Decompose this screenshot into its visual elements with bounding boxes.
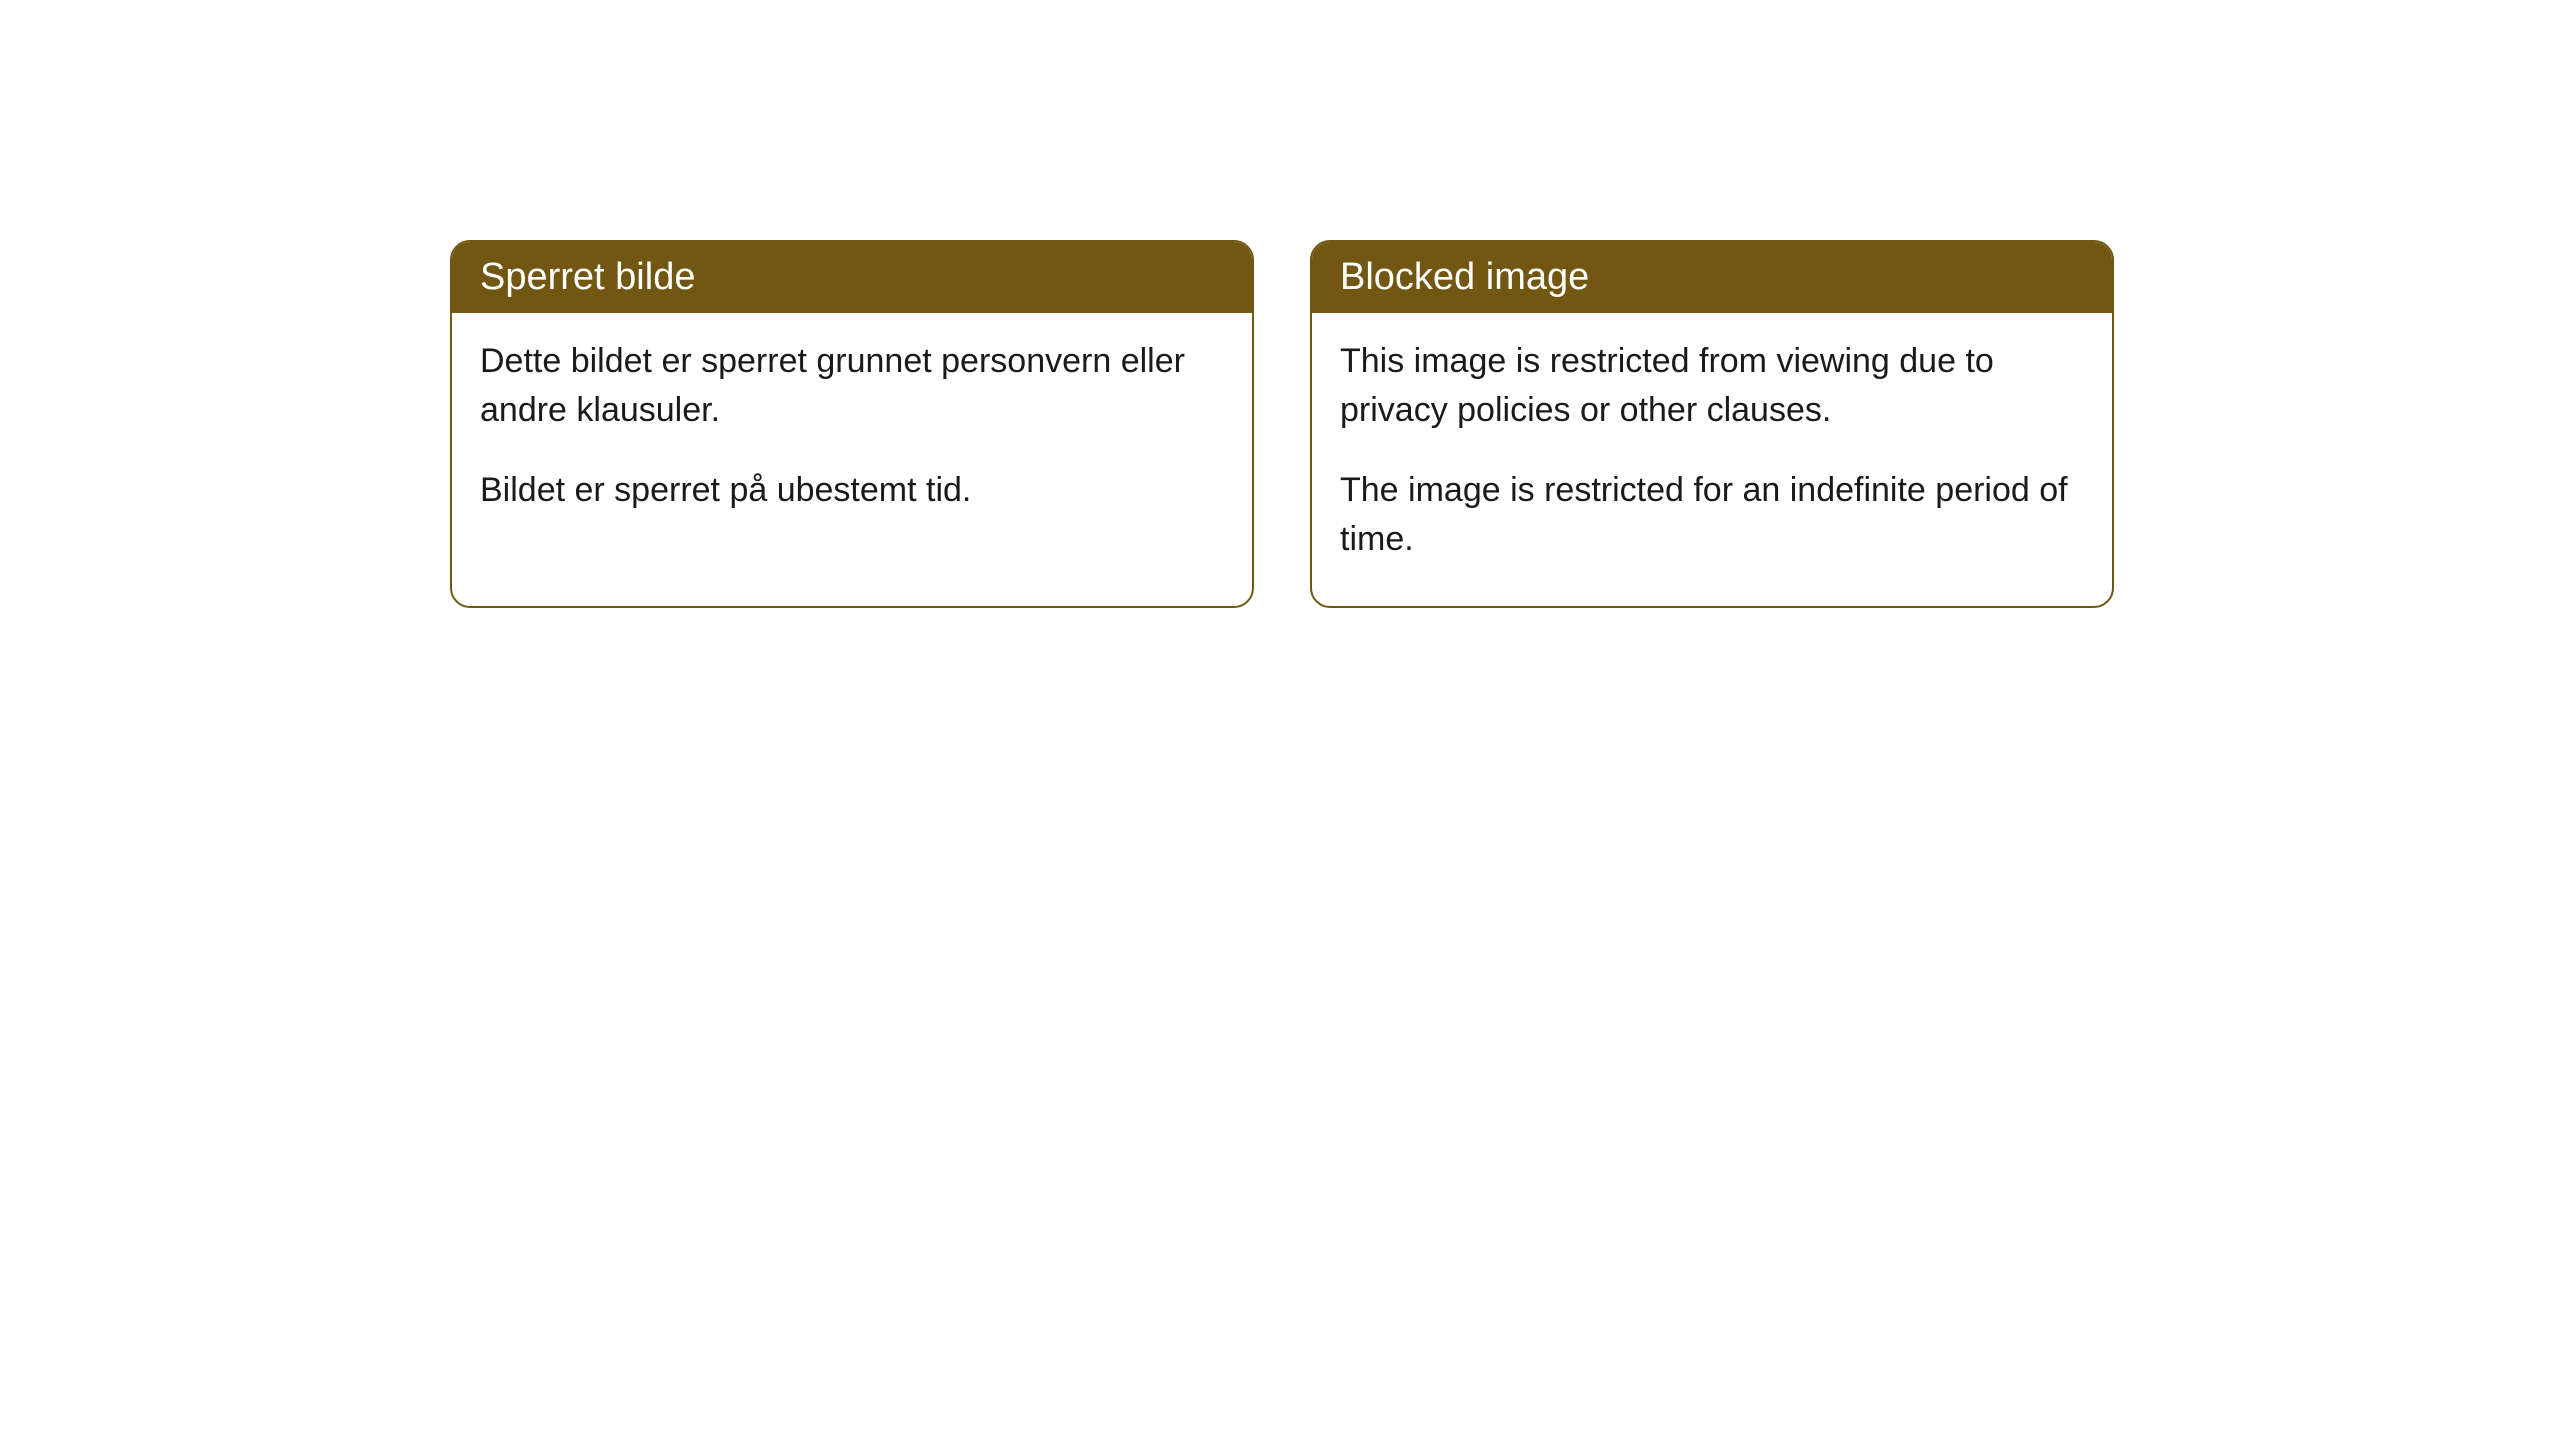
card-paragraph: Bildet er sperret på ubestemt tid. (480, 466, 1224, 515)
card-body: Dette bildet er sperret grunnet personve… (452, 313, 1252, 557)
card-title: Sperret bilde (480, 256, 695, 298)
card-header: Blocked image (1312, 242, 2112, 313)
card-paragraph: Dette bildet er sperret grunnet personve… (480, 337, 1224, 436)
card-title: Blocked image (1340, 256, 1589, 298)
card-paragraph: This image is restricted from viewing du… (1340, 337, 2084, 436)
blocked-image-card-english: Blocked image This image is restricted f… (1310, 240, 2114, 608)
card-header: Sperret bilde (452, 242, 1252, 313)
card-paragraph: The image is restricted for an indefinit… (1340, 466, 2084, 565)
blocked-image-card-norwegian: Sperret bilde Dette bildet er sperret gr… (450, 240, 1254, 608)
card-body: This image is restricted from viewing du… (1312, 313, 2112, 606)
notice-cards-container: Sperret bilde Dette bildet er sperret gr… (450, 240, 2114, 608)
